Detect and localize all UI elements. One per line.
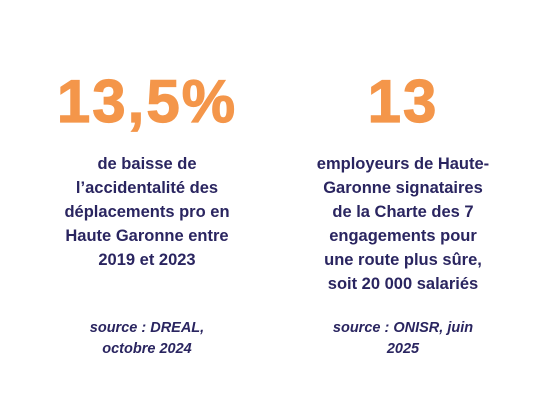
description-line: une route plus sûre,: [324, 251, 482, 269]
description-line: de la Charte des 7: [332, 203, 474, 221]
description-line: 2019 et 2023: [98, 251, 196, 269]
description-line: l’accidentalité des: [75, 179, 219, 197]
stat-description: employeurs de Haute- Garonne signataires…: [278, 152, 528, 296]
stat-source: source : DREAL, octobre 2024: [22, 318, 272, 360]
source-line: source : ONISR, juin: [332, 320, 474, 336]
description-line: Garonne signataires: [323, 179, 483, 197]
source-line: 2025: [386, 341, 420, 357]
description-line: Haute Garonne entre: [65, 227, 229, 245]
stat-figure: 13: [367, 68, 439, 135]
description-line: soit 20 000 salariés: [327, 275, 479, 293]
stat-description: de baisse de l’accidentalité des déplace…: [22, 152, 272, 272]
stat-source: source : ONISR, juin 2025: [278, 318, 528, 360]
source-line: octobre 2024: [102, 341, 192, 357]
description-line: de baisse de: [97, 155, 197, 173]
stat-figure: 13,5%: [56, 68, 238, 135]
source-line: source : DREAL,: [89, 320, 205, 336]
description-line: employeurs de Haute-: [316, 155, 490, 173]
description-line: déplacements pro en: [64, 203, 230, 221]
description-line: engagements pour: [329, 227, 477, 245]
